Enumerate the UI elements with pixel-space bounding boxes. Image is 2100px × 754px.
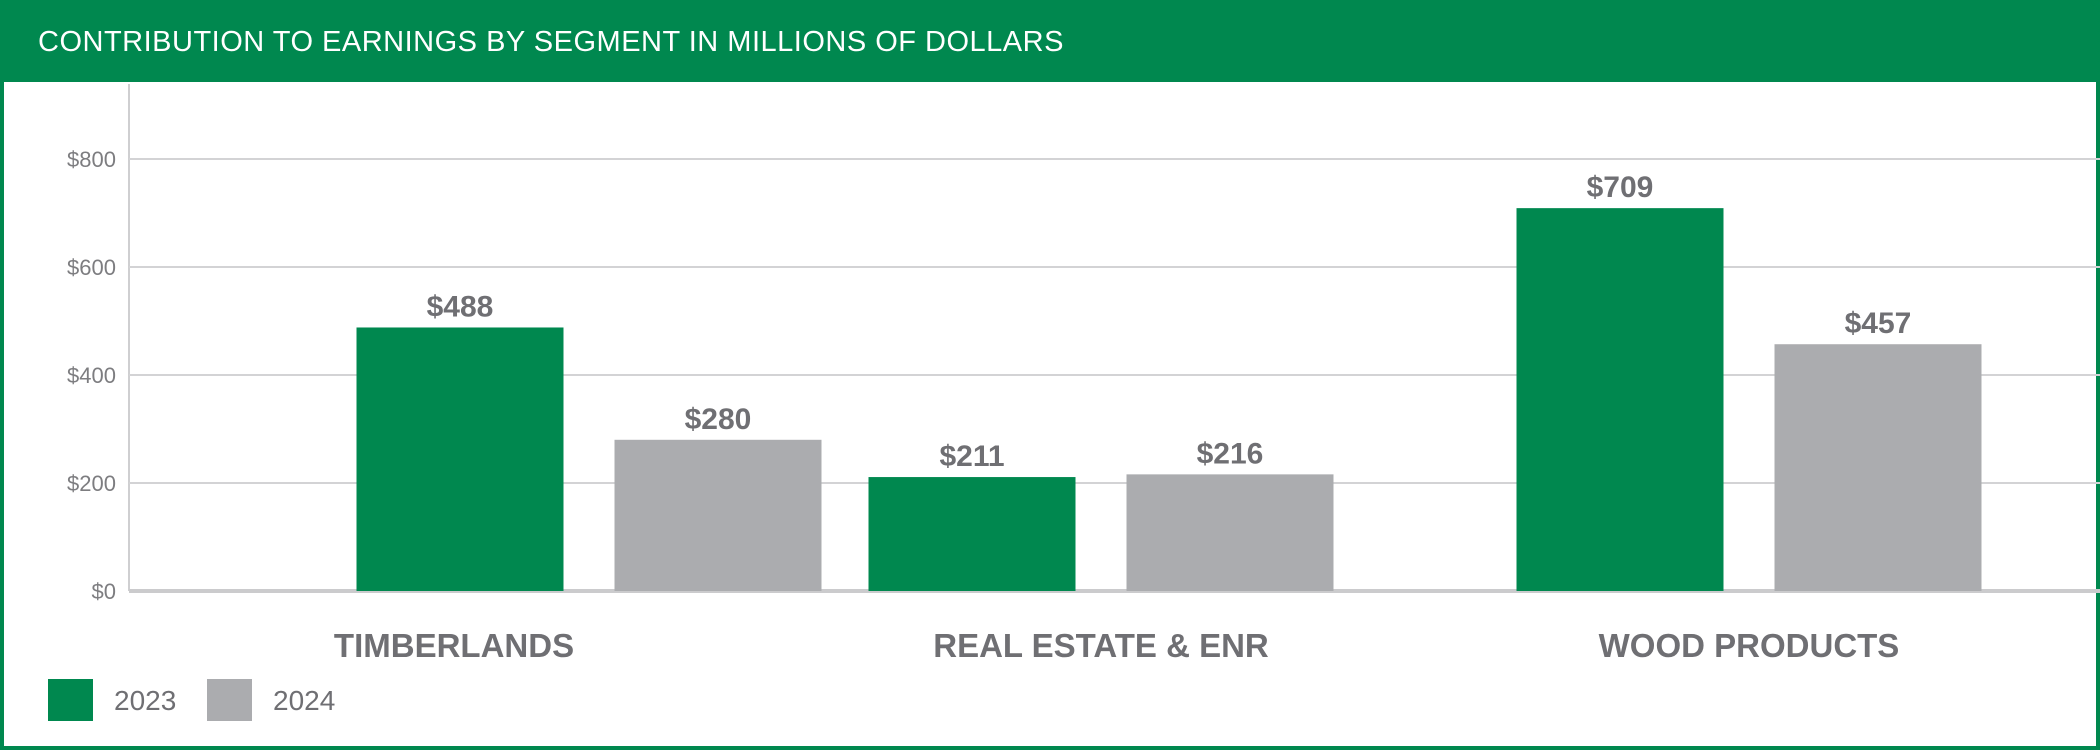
y-tick-label: $0 [92, 579, 116, 604]
title-bar: CONTRIBUTION TO EARNINGS BY SEGMENT IN M… [4, 4, 2100, 82]
y-tick-label: $600 [67, 255, 116, 280]
category-label-timberlands: TIMBERLANDS [334, 627, 574, 664]
data-label-wood-products-2024: $457 [1845, 307, 1912, 340]
legend-label-2023: 2023 [114, 685, 176, 716]
bar-timberlands-2024 [614, 439, 822, 591]
y-tick-label: $400 [67, 363, 116, 388]
data-label-wood-products-2023: $709 [1587, 171, 1654, 204]
bar-wood-products-2024 [1774, 344, 1982, 591]
bar-timberlands-2023 [356, 327, 564, 591]
y-tick-label: $800 [67, 147, 116, 172]
data-label-timberlands-2024: $280 [685, 403, 752, 436]
bar-real-estate-and-enr-2023 [868, 477, 1076, 591]
legend-swatch-2023 [48, 679, 93, 721]
data-label-real-estate-and-enr-2024: $216 [1197, 437, 1264, 470]
data-label-timberlands-2023: $488 [427, 290, 494, 323]
y-tick-label: $200 [67, 471, 116, 496]
data-label-real-estate-and-enr-2023: $211 [939, 440, 1004, 473]
category-label-wood-products: WOOD PRODUCTS [1599, 627, 1900, 664]
chart-canvas: $0 $200 $400 $600 $800 $488 $211 $709 $280 $216 $… [48, 84, 2100, 721]
chart-title: CONTRIBUTION TO EARNINGS BY SEGMENT IN M… [38, 26, 1064, 58]
bar-wood-products-2023 [1516, 208, 1724, 591]
category-label-real-estate-and-enr: REAL ESTATE & ENR [933, 627, 1269, 664]
legend-label-2024: 2024 [273, 685, 335, 716]
legend-swatch-2024 [207, 679, 252, 721]
bar-real-estate-and-enr-2024 [1126, 474, 1334, 591]
